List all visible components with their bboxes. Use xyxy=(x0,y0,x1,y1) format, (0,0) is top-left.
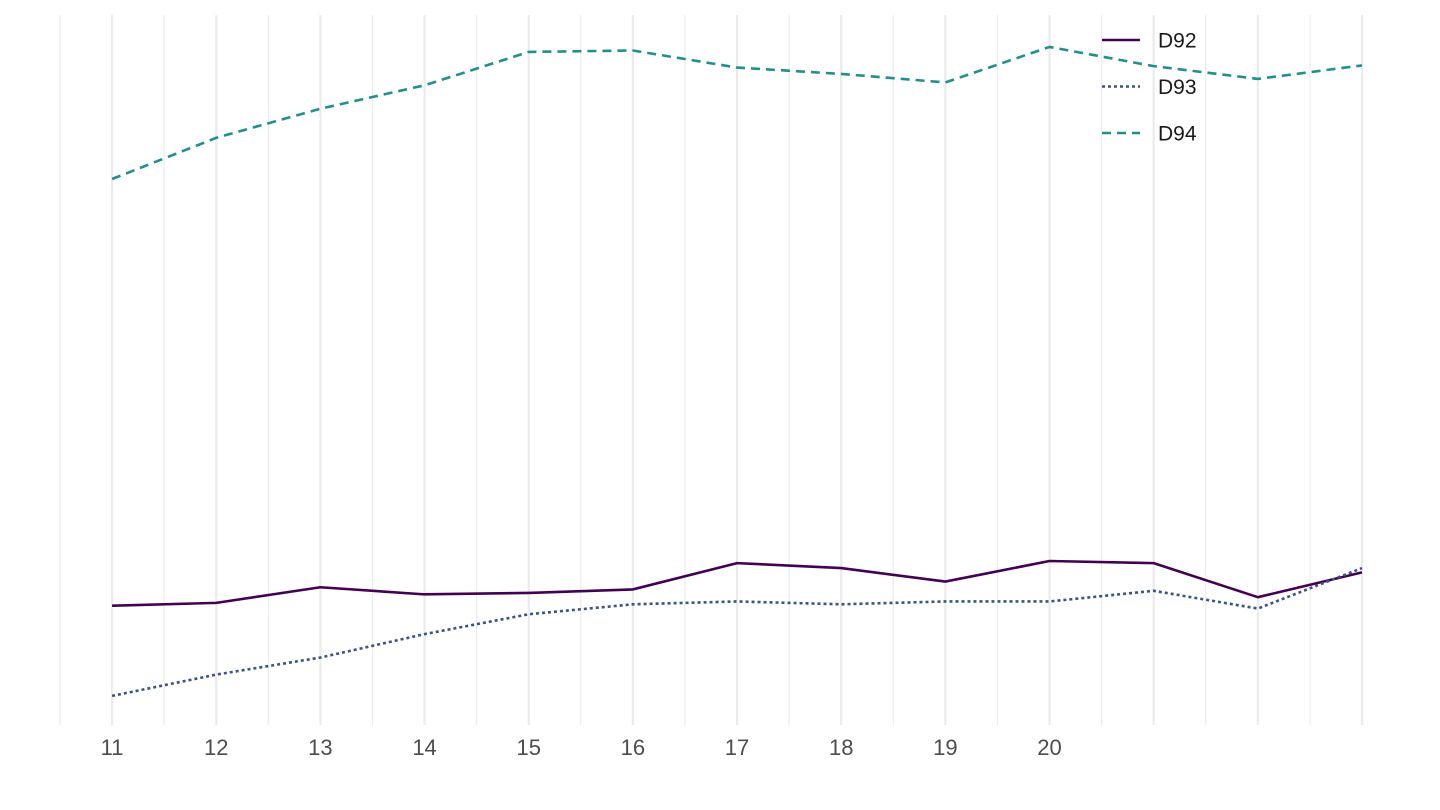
series-line-d94 xyxy=(111,45,1363,181)
x-tick-label: 14 xyxy=(412,735,436,760)
x-axis: 11 12 13 14 15 16 17 18 19 20 xyxy=(101,735,1062,760)
grid xyxy=(59,15,1364,725)
series-line-d92 xyxy=(112,559,1363,608)
legend-label-d94: D94 xyxy=(1158,123,1197,146)
x-tick-label: 16 xyxy=(621,735,645,760)
series-line-d93 xyxy=(111,566,1363,698)
x-tick-label: 17 xyxy=(725,735,749,760)
series-lines xyxy=(111,45,1363,698)
x-tick-label: 12 xyxy=(204,735,228,760)
x-tick-label: 19 xyxy=(933,735,957,760)
x-tick-label: 20 xyxy=(1037,735,1061,760)
x-tick-label: 13 xyxy=(308,735,332,760)
x-tick-label: 15 xyxy=(516,735,540,760)
x-tick-label: 18 xyxy=(829,735,853,760)
legend-label-d93: D93 xyxy=(1158,76,1197,99)
legend-label-d92: D92 xyxy=(1158,30,1197,53)
x-tick-label: 11 xyxy=(101,735,124,760)
legend: D92 D93 D94 xyxy=(1102,30,1197,146)
